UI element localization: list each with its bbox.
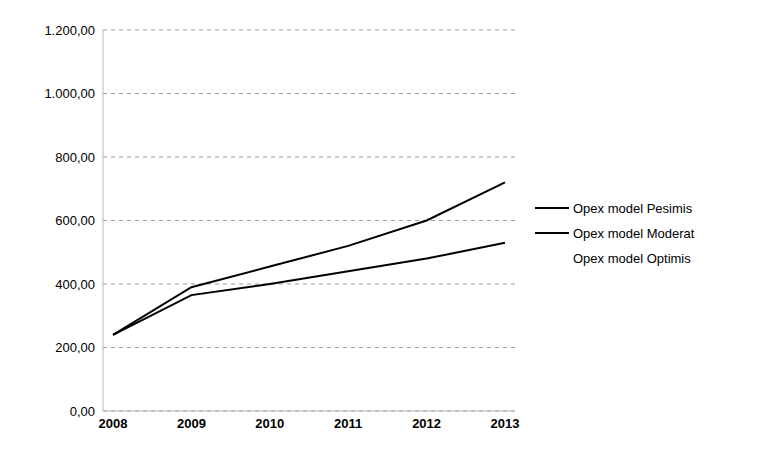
svg-text:2010: 2010 xyxy=(255,416,284,431)
html-text:Opex model Pesimis: Opex model Pesimis xyxy=(573,200,693,216)
svg-text:2008: 2008 xyxy=(99,416,128,431)
svg-text:2012: 2012 xyxy=(412,416,441,431)
html-text:Opex model Moderat: Opex model Moderat xyxy=(573,225,695,241)
svg-text:200,00: 200,00 xyxy=(55,340,95,355)
svg-text:2013: 2013 xyxy=(491,416,520,431)
svg-text:2011: 2011 xyxy=(334,416,362,431)
svg-text:0,00: 0,00 xyxy=(70,404,95,419)
html-text:Opex model Optimis: Opex model Optimis xyxy=(573,250,691,266)
svg-text:1.000,00: 1.000,00 xyxy=(44,86,95,101)
svg-text:600,00: 600,00 xyxy=(55,213,95,228)
svg-text:1.200,00: 1.200,00 xyxy=(44,23,95,38)
svg-text:2009: 2009 xyxy=(177,416,206,431)
svg-text:400,00: 400,00 xyxy=(55,277,95,292)
svg-text:800,00: 800,00 xyxy=(55,150,95,165)
